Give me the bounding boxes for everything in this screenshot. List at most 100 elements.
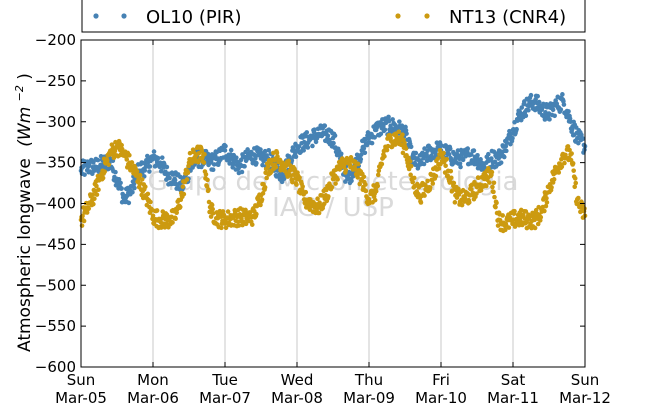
data-point [326, 194, 331, 199]
data-point [565, 144, 571, 149]
data-point [305, 145, 311, 150]
x-tick-label-day: Sun [67, 371, 96, 389]
data-point [566, 109, 571, 114]
data-point [375, 172, 381, 178]
y-axis-label-text: Atmospheric longwave [15, 158, 35, 352]
data-point [234, 155, 239, 160]
data-point [92, 196, 97, 202]
data-point [386, 118, 392, 124]
data-point [187, 150, 193, 156]
data-point [490, 184, 495, 190]
data-point [274, 150, 280, 156]
data-point [512, 208, 517, 214]
data-point [181, 191, 187, 197]
data-point [493, 204, 498, 210]
data-point [465, 146, 471, 151]
data-point [343, 167, 349, 173]
x-tick-label-day: Tue [211, 371, 238, 389]
data-point [528, 92, 534, 98]
data-point [147, 169, 152, 174]
data-point [142, 184, 148, 190]
data-point [81, 218, 87, 224]
data-point [243, 207, 248, 213]
y-axis-label: Atmospheric longwave (Wm −2 ) [8, 73, 35, 352]
data-point [436, 166, 442, 171]
data-point [582, 147, 587, 153]
data-point [172, 177, 178, 183]
legend-marker-ol10 [93, 13, 99, 19]
data-point [559, 156, 564, 162]
data-point [273, 164, 279, 170]
data-point [379, 161, 385, 167]
data-point [519, 105, 525, 110]
data-point [148, 199, 153, 205]
data-point [510, 135, 515, 141]
data-point [205, 177, 210, 183]
data-point [331, 140, 336, 146]
data-point [221, 212, 227, 218]
data-point [408, 163, 414, 169]
data-point [544, 200, 550, 205]
data-point [102, 169, 107, 174]
data-point [264, 175, 269, 181]
y-tick-label: −550 [35, 317, 76, 335]
data-point [210, 167, 216, 173]
data-point [316, 210, 322, 216]
data-point [130, 189, 135, 195]
data-point [139, 177, 145, 182]
data-point [254, 160, 259, 166]
data-point [290, 179, 295, 185]
data-point [300, 184, 305, 189]
x-tick-label-date: Mar-05 [55, 389, 107, 407]
data-point [304, 130, 310, 135]
data-point [180, 184, 186, 189]
data-point [79, 223, 85, 228]
data-point [560, 92, 565, 97]
data-point [403, 124, 408, 130]
data-point [206, 187, 211, 192]
data-point [447, 146, 453, 152]
data-point [542, 117, 548, 122]
y-axis: −200 −250 −300 −350 −400 −450 −500 −550 −600 [35, 31, 585, 376]
data-point [526, 107, 531, 113]
data-point [487, 180, 492, 185]
data-point [544, 195, 549, 201]
data-point [293, 154, 299, 160]
data-point [421, 161, 427, 167]
data-point [94, 192, 100, 197]
data-point [96, 187, 101, 193]
legend-marker-nt13 [424, 13, 430, 19]
data-point [550, 107, 556, 113]
data-point [236, 223, 242, 228]
data-point [158, 168, 164, 174]
data-point [372, 197, 378, 203]
data-point [430, 181, 436, 186]
data-point [265, 164, 271, 170]
data-point [262, 185, 268, 190]
data-point [104, 158, 110, 163]
data-point [406, 155, 411, 161]
data-point [350, 174, 356, 179]
data-point [223, 143, 228, 149]
data-point [113, 169, 118, 175]
y-tick-label: −200 [35, 31, 76, 49]
data-point [136, 176, 141, 182]
data-point [260, 162, 265, 168]
data-point [151, 149, 157, 154]
data-point [386, 114, 391, 120]
data-point [325, 133, 331, 139]
data-point [501, 154, 507, 160]
data-point [164, 164, 170, 170]
data-point [552, 113, 557, 119]
data-point [195, 159, 201, 165]
data-point [523, 209, 529, 214]
data-point [458, 164, 463, 170]
data-point [381, 123, 386, 129]
data-point [378, 131, 384, 137]
legend-label-ol10: OL10 (PIR) [146, 7, 242, 28]
data-point [210, 206, 215, 212]
data-point [451, 180, 457, 186]
data-point [249, 222, 255, 227]
data-point [303, 189, 309, 195]
legend-marker-ol10 [121, 13, 127, 19]
